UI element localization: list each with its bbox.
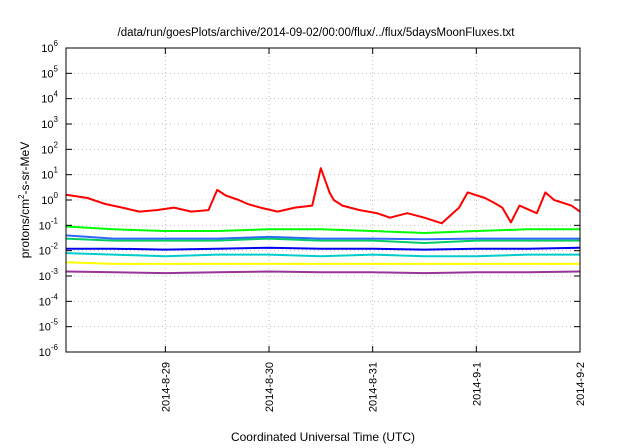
y-tick-label: 102: [41, 140, 58, 156]
series-line: [65, 167, 581, 225]
y-tick-exponent: -4: [51, 292, 59, 301]
y-tick-base: 10: [39, 296, 51, 308]
series-line: [65, 261, 580, 265]
y-tick-base: 10: [41, 68, 53, 80]
x-tick-label: 2014-8-29: [160, 362, 172, 412]
x-axis-label: Coordinated Universal Time (UTC): [231, 430, 415, 444]
grid-lines: [66, 47, 581, 353]
y-tick-base: 10: [41, 43, 53, 55]
y-tick-base: 10: [41, 119, 53, 131]
y-tick-label: 105: [41, 64, 58, 80]
y-tick-label: 103: [41, 115, 58, 131]
y-tick-exponent: -2: [51, 242, 59, 251]
y-tick-label: 10-3: [39, 267, 59, 283]
y-tick-base: 10: [39, 347, 51, 359]
y-tick-exponent: 5: [54, 64, 59, 73]
y-tick-base: 10: [39, 220, 51, 232]
y-tick-base: 10: [41, 195, 53, 207]
y-tick-label: 10-1: [39, 216, 59, 232]
y-tick-base: 10: [41, 94, 53, 106]
y-axis-label-sup: 2: [17, 194, 26, 199]
y-tick-exponent: -6: [51, 343, 59, 352]
y-tick-exponent: 1: [54, 166, 59, 175]
series-line: [66, 246, 581, 251]
y-axis-label: protons/cm2-s-sr-MeV: [17, 142, 32, 258]
x-tick-label: 2014-9-2: [575, 362, 587, 406]
x-tick-label: 2014-8-31: [368, 362, 380, 412]
y-tick-base: 10: [41, 144, 53, 156]
y-tick-label: 100: [41, 191, 58, 207]
y-tick-exponent: -1: [51, 216, 59, 225]
y-tick-label: 106: [41, 39, 58, 55]
y-tick-base: 10: [39, 322, 51, 334]
y-tick-label: 10-2: [39, 242, 59, 258]
y-tick-base: 10: [41, 170, 53, 182]
y-tick-base: 10: [39, 246, 51, 258]
y-tick-label: 10-4: [39, 292, 59, 308]
y-tick-exponent: 4: [54, 90, 59, 99]
y-axis-label-main: protons/cm: [18, 199, 32, 258]
y-tick-exponent: 2: [54, 140, 59, 149]
tick-marks: [66, 47, 581, 353]
x-tick-label: 2014-8-30: [264, 362, 276, 412]
y-tick-base: 10: [39, 271, 51, 283]
series-line: [65, 225, 580, 234]
x-tick-labels: 2014-8-29 2014-8-30 2014-8-31 2014-9-1 2014-…: [160, 362, 587, 412]
y-tick-exponent: -3: [51, 267, 59, 276]
plot-area: [65, 167, 581, 275]
y-tick-exponent: 3: [54, 115, 59, 124]
series-line: [65, 234, 580, 241]
y-tick-labels: 10-610-510-410-310-210-11001011021031041…: [39, 39, 59, 359]
x-tick-label: 2014-9-1: [471, 362, 483, 406]
y-tick-exponent: 6: [54, 39, 59, 48]
y-tick-label: 10-5: [39, 318, 59, 334]
y-tick-exponent: -5: [51, 318, 59, 327]
y-tick-label: 104: [41, 90, 58, 106]
series-line: [65, 270, 581, 275]
y-axis-label-unit: -s-sr-MeV: [18, 142, 32, 195]
series-line: [65, 252, 580, 258]
chart-title: /data/run/goesPlots/archive/2014-09-02/0…: [118, 27, 516, 39]
y-tick-label: 10-6: [39, 343, 59, 359]
y-tick-label: 101: [41, 166, 58, 182]
y-tick-exponent: 0: [54, 191, 59, 200]
series-line: [65, 237, 580, 244]
